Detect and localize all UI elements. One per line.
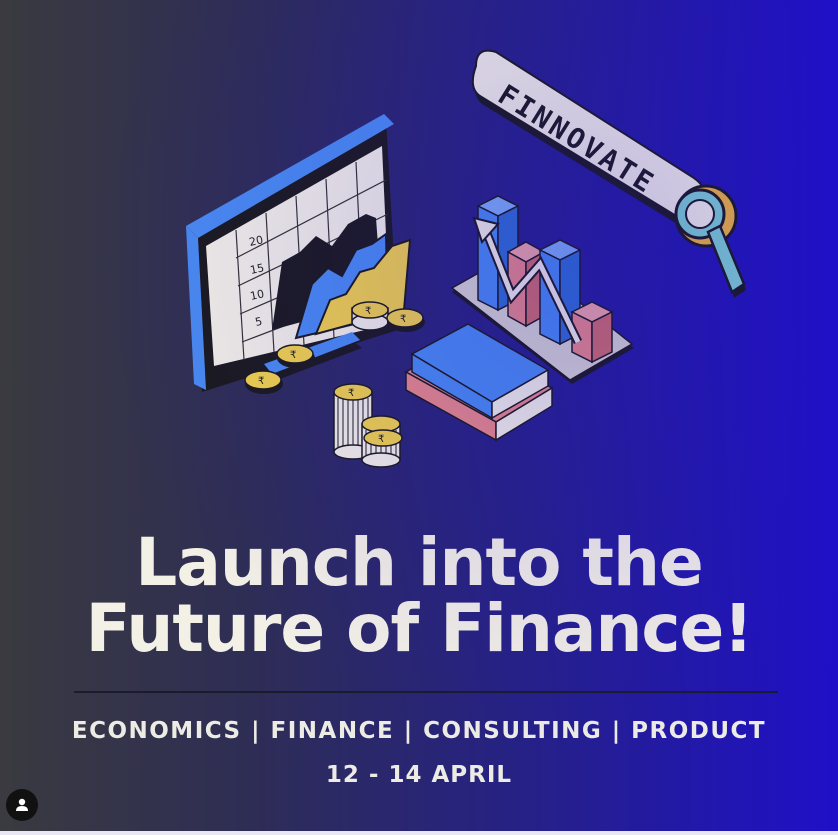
monitor-axis-label: 15 bbox=[249, 261, 265, 277]
monitor-axis-label: 20 bbox=[248, 233, 264, 249]
coin-icon: ₹ bbox=[276, 344, 315, 368]
coin-symbol: ₹ bbox=[258, 376, 264, 387]
magnifier-icon bbox=[674, 184, 746, 298]
categories-text: ECONOMICS | FINANCE | CONSULTING | PRODU… bbox=[71, 718, 767, 744]
monitor-chart-icon: 20 15 10 5 bbox=[186, 114, 412, 392]
bottom-edge bbox=[0, 831, 838, 835]
coin-stack-icon: ₹ bbox=[351, 301, 389, 331]
bar-chart-icon bbox=[450, 195, 634, 384]
coin-symbol: ₹ bbox=[290, 350, 296, 361]
coin-icon: ₹ bbox=[386, 308, 425, 332]
monitor-axis-label: 10 bbox=[249, 287, 265, 303]
monitor-axis-label: 5 bbox=[254, 315, 264, 329]
profile-tag-button[interactable] bbox=[6, 789, 38, 821]
coin-stack-icon: ₹ bbox=[361, 415, 403, 468]
headline-line-1: Launch into the bbox=[135, 524, 703, 601]
headline-line-2: Future of Finance! bbox=[85, 590, 754, 667]
books-icon bbox=[404, 323, 554, 442]
coin-icon: ₹ bbox=[244, 370, 283, 394]
divider bbox=[74, 691, 778, 693]
coin-symbol: ₹ bbox=[400, 314, 406, 325]
coin-symbol: ₹ bbox=[348, 388, 354, 399]
headline: Launch into the Future of Finance! bbox=[0, 530, 838, 662]
coin-symbol: ₹ bbox=[365, 306, 371, 317]
finnovate-badge-text: FINNOVATE bbox=[492, 78, 661, 201]
finance-illustration: 20 15 10 5 ₹ ₹ ₹ bbox=[186, 49, 746, 468]
event-dates: 12 - 14 APRIL bbox=[325, 762, 513, 788]
coin-symbol: ₹ bbox=[378, 434, 384, 445]
user-icon bbox=[16, 798, 28, 811]
